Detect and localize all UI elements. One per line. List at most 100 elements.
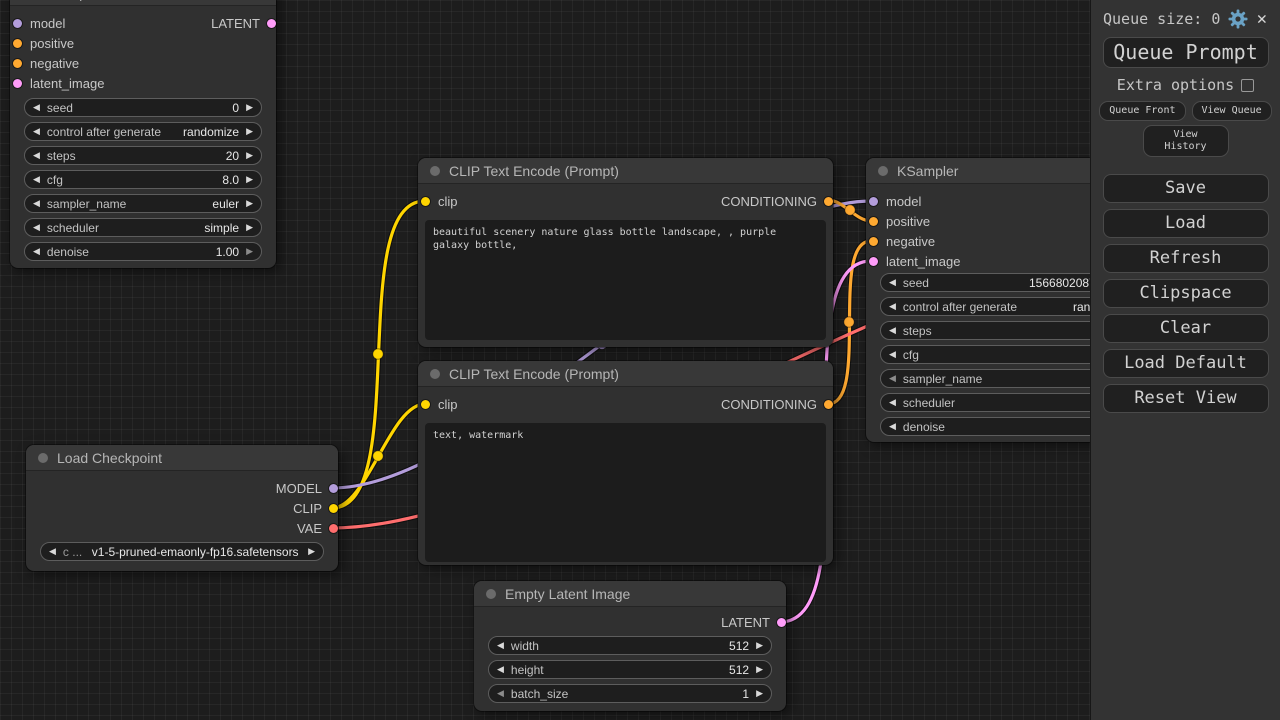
node-empty-latent-image[interactable]: Empty Latent Image LATENT ◀ width 512 ▶ …	[474, 581, 786, 711]
latent-output-port[interactable]	[777, 617, 786, 627]
decrement-arrow-icon[interactable]: ◀	[33, 102, 40, 112]
close-icon[interactable]: ✕	[1256, 9, 1267, 29]
clear-button[interactable]: Clear	[1102, 314, 1269, 343]
node-clip-text-encode-negative[interactable]: CLIP Text Encode (Prompt) clip CONDITION…	[418, 361, 833, 565]
control-after-generate-widget[interactable]: ◀ control after generate randomize ▶	[24, 122, 262, 141]
settings-gear-icon[interactable]	[1228, 9, 1248, 29]
vae-output-port[interactable]	[329, 523, 338, 533]
queue-size-label: Queue size: 0	[1103, 10, 1221, 28]
height-widget[interactable]: ◀ height 512 ▶	[488, 660, 772, 679]
node-title: CLIP Text Encode (Prompt)	[449, 365, 619, 382]
extra-options-checkbox[interactable]	[1241, 78, 1255, 92]
clip-input-port[interactable]	[421, 196, 430, 206]
node-title-bar[interactable]: CLIP Text Encode (Prompt)	[418, 361, 833, 387]
port-label: clip	[438, 193, 458, 209]
port-label: negative	[886, 233, 936, 249]
save-button[interactable]: Save	[1102, 174, 1269, 203]
increment-arrow-icon[interactable]: ▶	[246, 150, 253, 160]
node-title-bar[interactable]: CLIP Text Encode (Prompt)	[418, 158, 833, 184]
queue-menu-panel: Queue size: 0 ✕ Queue Prompt Extra optio…	[1090, 0, 1280, 720]
width-widget[interactable]: ◀ width 512 ▶	[488, 636, 772, 655]
batch-size-widget[interactable]: ◀ batch_size 1 ▶	[488, 684, 772, 703]
collapse-dot-icon[interactable]	[878, 165, 888, 176]
decrement-arrow-icon[interactable]: ◀	[889, 349, 896, 359]
decrement-arrow-icon[interactable]: ◀	[33, 126, 40, 136]
seed-widget[interactable]: ◀ seed 0 ▶	[24, 98, 262, 117]
node-clip-text-encode-positive[interactable]: CLIP Text Encode (Prompt) clip CONDITION…	[418, 158, 833, 347]
decrement-arrow-icon[interactable]: ◀	[497, 640, 504, 650]
steps-widget[interactable]: ◀ steps 20 ▶	[24, 146, 262, 165]
clip-input-port[interactable]	[421, 399, 430, 409]
prev-option-arrow-icon[interactable]: ◀	[49, 546, 56, 556]
decrement-arrow-icon[interactable]: ◀	[889, 397, 896, 407]
node-title: KSampler	[41, 0, 102, 1]
negative-input-port[interactable]	[869, 236, 878, 246]
load-default-button[interactable]: Load Default	[1102, 349, 1269, 378]
increment-arrow-icon[interactable]: ▶	[246, 246, 253, 256]
model-input-port[interactable]	[13, 18, 22, 28]
view-history-button[interactable]: View History	[1142, 125, 1229, 157]
queue-prompt-button[interactable]: Queue Prompt	[1102, 37, 1269, 68]
decrement-arrow-icon[interactable]: ◀	[497, 664, 504, 674]
node-title: KSampler	[897, 162, 959, 179]
extra-options-label: Extra options	[1116, 76, 1235, 94]
queue-front-button[interactable]: Queue Front	[1099, 101, 1186, 121]
clip-output-port[interactable]	[329, 503, 338, 513]
denoise-widget[interactable]: ◀ denoise 1.00 ▶	[24, 242, 262, 261]
port-label: CONDITIONING	[720, 396, 817, 412]
increment-arrow-icon[interactable]: ▶	[756, 664, 763, 674]
decrement-arrow-icon[interactable]: ◀	[497, 688, 504, 698]
node-title-bar[interactable]: Empty Latent Image	[474, 581, 786, 607]
node-ksampler-top[interactable]: KSampler model LATENT positive negative …	[10, 0, 276, 268]
decrement-arrow-icon[interactable]: ◀	[33, 198, 40, 208]
collapse-dot-icon[interactable]	[430, 368, 440, 379]
sampler-name-widget[interactable]: ◀ sampler_name euler ▶	[24, 194, 262, 213]
increment-arrow-icon[interactable]: ▶	[246, 222, 253, 232]
increment-arrow-icon[interactable]: ▶	[756, 688, 763, 698]
decrement-arrow-icon[interactable]: ◀	[889, 301, 896, 311]
decrement-arrow-icon[interactable]: ◀	[33, 222, 40, 232]
decrement-arrow-icon[interactable]: ◀	[889, 373, 896, 383]
cfg-widget[interactable]: ◀ cfg 8.0 ▶	[24, 170, 262, 189]
load-button[interactable]: Load	[1102, 209, 1269, 238]
conditioning-output-port[interactable]	[824, 196, 833, 206]
collapse-dot-icon[interactable]	[430, 165, 440, 176]
decrement-arrow-icon[interactable]: ◀	[889, 325, 896, 335]
scheduler-widget[interactable]: ◀ scheduler simple ▶	[24, 218, 262, 237]
increment-arrow-icon[interactable]: ▶	[246, 102, 253, 112]
prompt-textarea[interactable]: beautiful scenery nature glass bottle la…	[425, 220, 826, 340]
next-option-arrow-icon[interactable]: ▶	[308, 546, 315, 556]
decrement-arrow-icon[interactable]: ◀	[889, 421, 896, 431]
model-input-port[interactable]	[869, 196, 878, 206]
positive-input-port[interactable]	[13, 38, 22, 48]
ckpt-name-widget[interactable]: ◀ c ... v1-5-pruned-emaonly-fp16.safeten…	[40, 542, 324, 561]
negative-input-port[interactable]	[13, 58, 22, 68]
positive-input-port[interactable]	[869, 216, 878, 226]
node-title-bar[interactable]: Load Checkpoint	[26, 445, 338, 471]
node-title: Empty Latent Image	[505, 585, 631, 602]
decrement-arrow-icon[interactable]: ◀	[33, 246, 40, 256]
view-queue-button[interactable]: View Queue	[1191, 101, 1272, 121]
reset-view-button[interactable]: Reset View	[1102, 384, 1269, 413]
clipspace-button[interactable]: Clipspace	[1102, 279, 1269, 308]
refresh-button[interactable]: Refresh	[1102, 244, 1269, 273]
increment-arrow-icon[interactable]: ▶	[246, 174, 253, 184]
increment-arrow-icon[interactable]: ▶	[756, 640, 763, 650]
increment-arrow-icon[interactable]: ▶	[246, 126, 253, 136]
node-title-bar[interactable]: KSampler	[10, 0, 276, 6]
latent-image-input-port[interactable]	[869, 256, 878, 266]
increment-arrow-icon[interactable]: ▶	[246, 198, 253, 208]
latent-image-input-port[interactable]	[13, 78, 22, 88]
collapse-dot-icon[interactable]	[38, 452, 48, 463]
conditioning-output-port[interactable]	[824, 399, 833, 409]
decrement-arrow-icon[interactable]: ◀	[33, 174, 40, 184]
model-output-port[interactable]	[329, 483, 338, 493]
collapse-dot-icon[interactable]	[486, 588, 496, 599]
latent-output-port[interactable]	[267, 18, 276, 28]
node-load-checkpoint[interactable]: Load Checkpoint MODEL CLIP VAE ◀ c ... v…	[26, 445, 338, 571]
prompt-textarea[interactable]: text, watermark	[425, 423, 826, 562]
decrement-arrow-icon[interactable]: ◀	[33, 150, 40, 160]
port-label: MODEL	[275, 480, 322, 496]
decrement-arrow-icon[interactable]: ◀	[889, 277, 896, 287]
